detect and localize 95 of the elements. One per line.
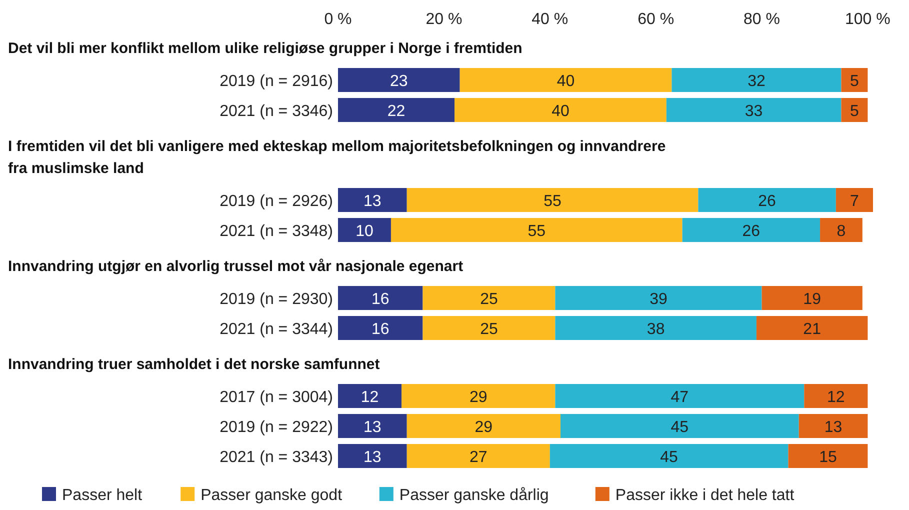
bar <box>338 286 423 310</box>
bar <box>560 414 799 438</box>
data-label: 25 <box>480 321 498 338</box>
y-tick-label: 2019 (n = 2916) <box>220 73 333 90</box>
bar <box>756 316 868 340</box>
bar <box>841 68 868 92</box>
chart-title: I fremtiden vil det bli vanligere med ekteskap mellom majoritetsbefolkningen og innvandrere fra muslimske land <box>8 138 666 177</box>
data-label: 40 <box>552 103 570 120</box>
bar <box>406 444 550 468</box>
data-label: 12 <box>360 389 379 406</box>
data-label: 13 <box>824 419 842 436</box>
bar <box>682 218 820 242</box>
data-label: 22 <box>387 103 406 120</box>
bar <box>666 98 842 122</box>
x-tick-label: 60 % <box>638 11 674 28</box>
data-label: 7 <box>850 193 860 210</box>
bar <box>338 316 423 340</box>
y-tick-label: 2021 (n = 3346) <box>220 103 333 120</box>
bar <box>804 384 868 408</box>
bar <box>555 286 762 310</box>
bar <box>836 188 873 212</box>
data-label: 26 <box>758 193 776 210</box>
bar <box>762 286 862 310</box>
bar <box>454 98 666 122</box>
bar <box>338 218 391 242</box>
legend-label: Passer helt <box>62 487 143 504</box>
bar <box>338 98 455 122</box>
data-label: 19 <box>803 291 822 308</box>
chart-title: Det vil bli mer konflikt mellom ulike religiøse grupper i Norge i fremtiden <box>8 40 522 57</box>
data-label: 45 <box>660 449 678 466</box>
x-tick-label: 20 % <box>426 11 462 28</box>
y-tick-label: 2021 (n = 3348) <box>220 223 333 240</box>
data-label: 25 <box>480 291 498 308</box>
bar <box>338 444 407 468</box>
data-label: 27 <box>469 449 488 466</box>
data-label: 16 <box>371 321 390 338</box>
x-tick-label: 100 % <box>845 11 890 28</box>
data-label: 21 <box>803 321 822 338</box>
bar <box>390 218 682 242</box>
data-label: 40 <box>556 73 575 90</box>
data-label: 13 <box>364 419 382 436</box>
bar <box>338 68 460 92</box>
bar <box>841 98 868 122</box>
y-tick-label: 2019 (n = 2922) <box>220 419 333 436</box>
bar <box>460 68 672 92</box>
data-label: 15 <box>819 449 837 466</box>
bar <box>555 384 804 408</box>
legend-label: Passer ikke i det hele tatt <box>615 487 795 504</box>
bar <box>798 414 868 438</box>
data-label: 47 <box>670 389 689 406</box>
data-label: 45 <box>670 419 689 436</box>
x-tick-label: 0 % <box>324 11 352 28</box>
bar <box>406 188 698 212</box>
data-label: 29 <box>474 419 493 436</box>
data-label: 29 <box>469 389 488 406</box>
data-label: 38 <box>646 321 665 338</box>
data-label: 33 <box>744 103 763 120</box>
data-label: 26 <box>742 223 760 240</box>
bar <box>555 316 756 340</box>
bar <box>550 444 788 468</box>
bar <box>338 384 402 408</box>
data-label: 39 <box>650 291 668 308</box>
data-label: 32 <box>748 73 766 90</box>
text: Innvandring truer samholdet i det norske samfunnet <box>8 356 380 373</box>
data-label: 23 <box>390 73 408 90</box>
legend-label: Passer ganske dårlig <box>399 487 549 504</box>
bar <box>338 414 407 438</box>
bar <box>820 218 862 242</box>
data-label: 10 <box>356 223 374 240</box>
data-label: 5 <box>850 73 860 90</box>
y-tick-label: 2021 (n = 3344) <box>220 321 333 338</box>
bar <box>406 414 560 438</box>
data-label: 8 <box>836 223 846 240</box>
data-label: 16 <box>371 291 390 308</box>
bar <box>402 384 556 408</box>
y-tick-label: 2017 (n = 3004) <box>220 389 333 406</box>
data-label: 55 <box>528 223 546 240</box>
data-label: 12 <box>827 389 845 406</box>
data-label: 13 <box>364 193 382 210</box>
bar <box>338 188 407 212</box>
chart-title: Innvandring utgjør en alvorlig trussel mot vår nasjonale egenart <box>8 258 464 275</box>
y-tick-label: 2021 (n = 3343) <box>220 449 333 466</box>
bar <box>422 286 556 310</box>
x-tick-label: 80 % <box>744 11 780 28</box>
x-tick-label: 40 % <box>532 11 568 28</box>
y-tick-label: 2019 (n = 2926) <box>220 193 333 210</box>
data-label: 55 <box>544 193 562 210</box>
bar <box>698 188 836 212</box>
legend-label: Passer ganske godt <box>200 487 343 504</box>
data-label: 13 <box>364 449 382 466</box>
bar <box>672 68 842 92</box>
bar <box>788 444 868 468</box>
y-tick-label: 2019 (n = 2930) <box>220 291 333 308</box>
data-label: 5 <box>850 103 860 120</box>
bar <box>422 316 556 340</box>
